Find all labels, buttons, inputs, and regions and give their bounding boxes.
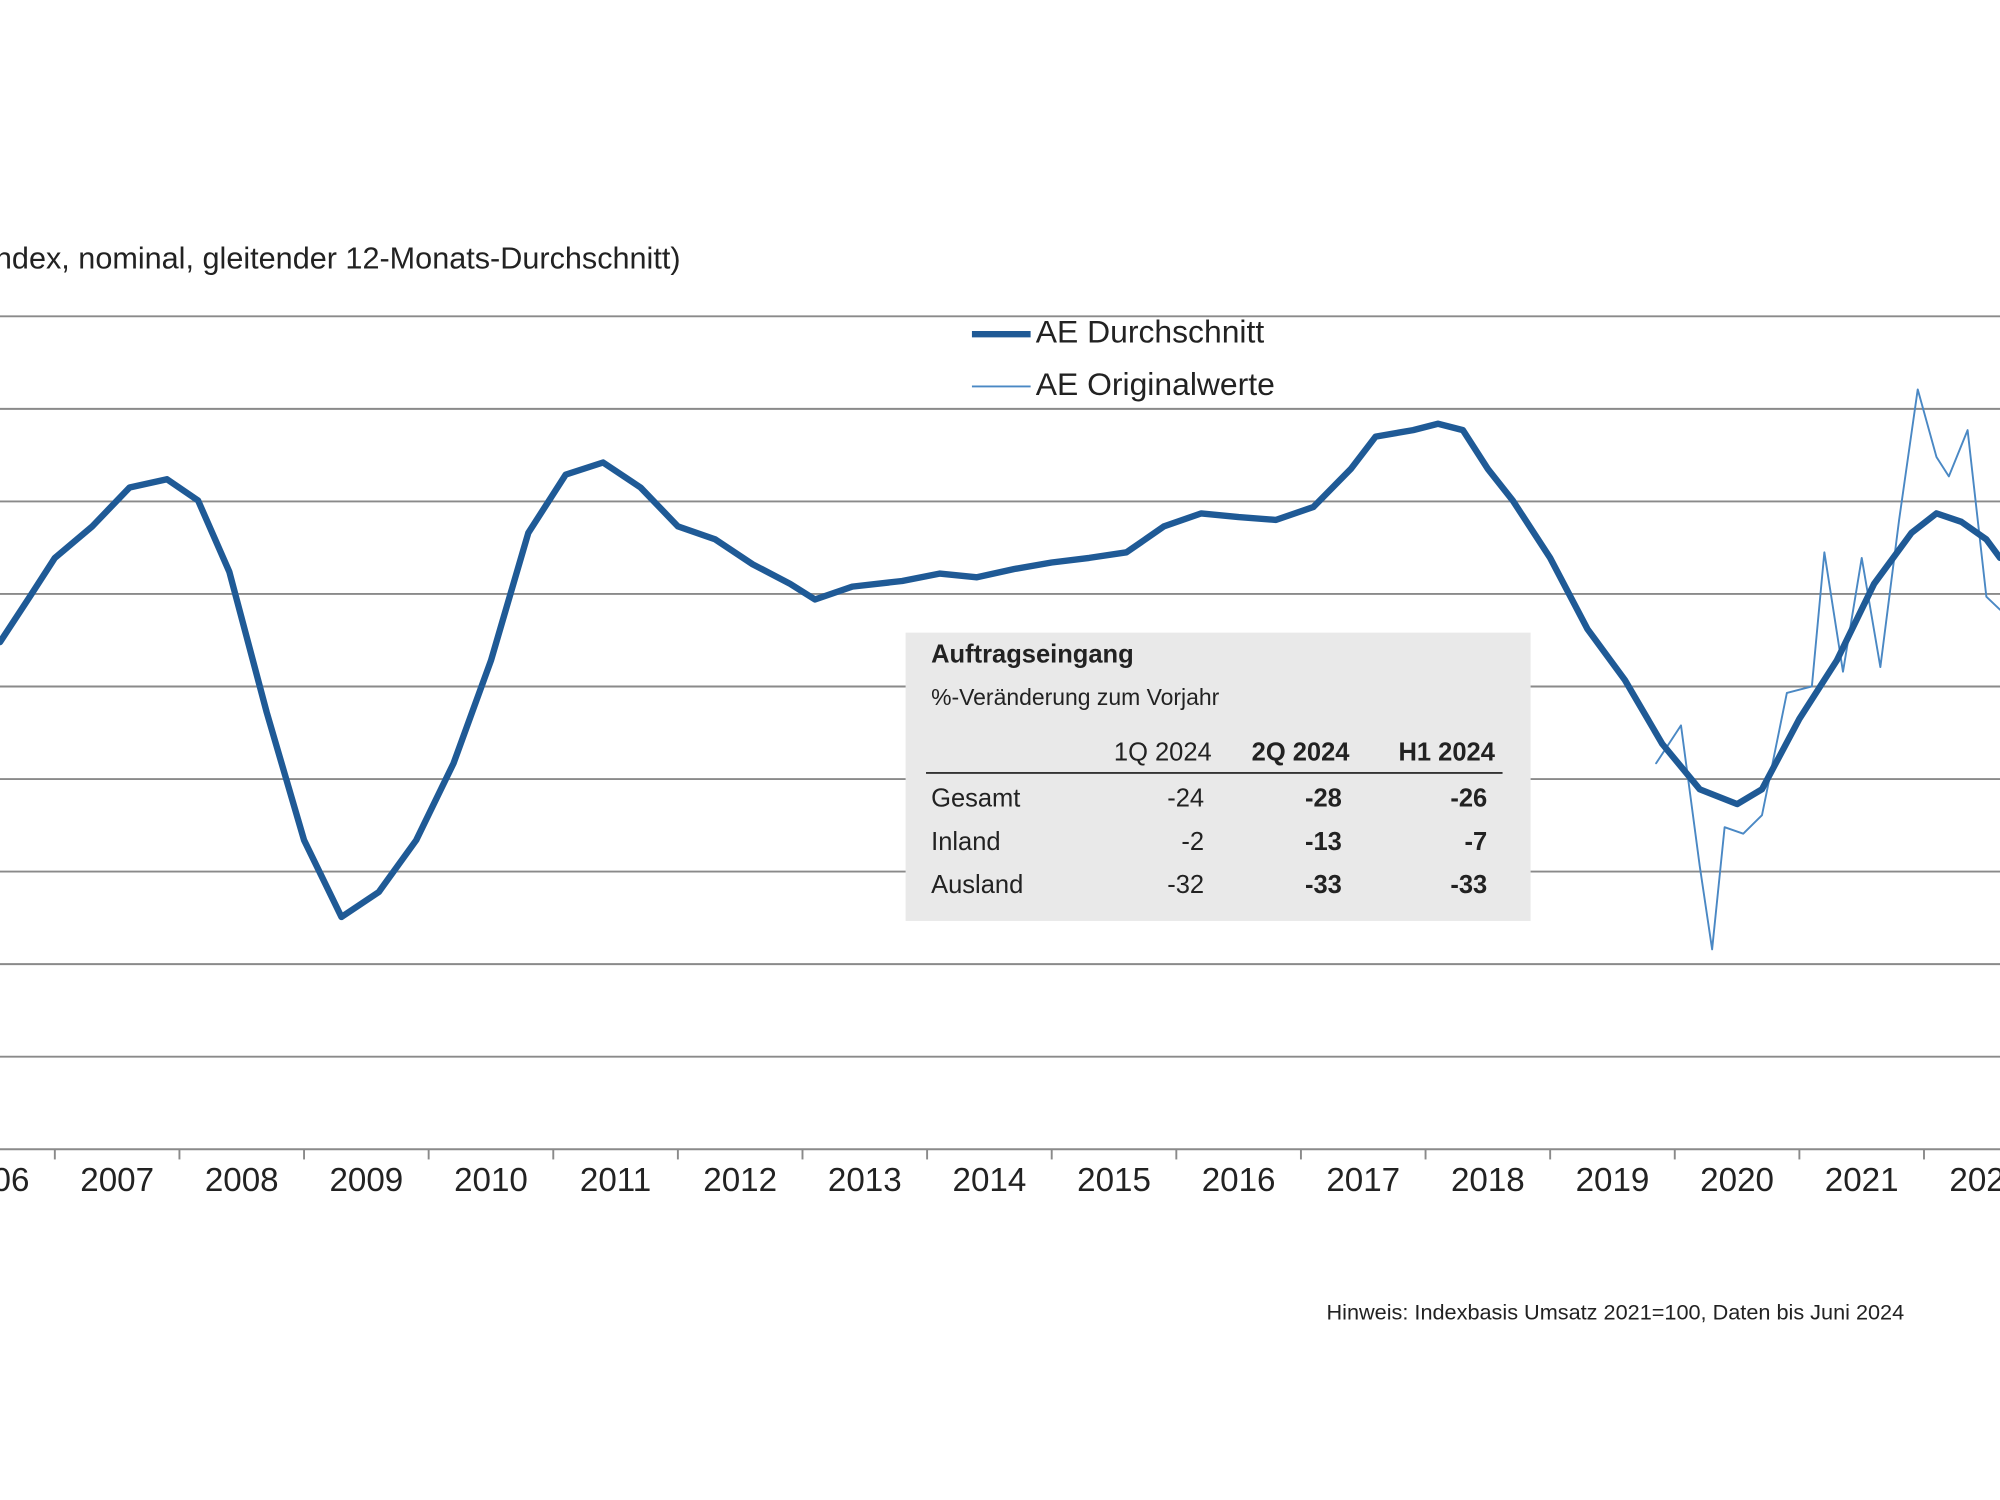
table-header: H1 2024 (1398, 739, 1495, 767)
table-cell: -26 (1450, 784, 1487, 812)
x-tick-label: 2009 (329, 1162, 403, 1199)
table-header: 2Q 2024 (1252, 739, 1351, 767)
table-subtitle: %-Veränderung zum Vorjahr (931, 684, 1220, 710)
x-tick-label: 2011 (580, 1162, 651, 1199)
table-cell: -24 (1167, 784, 1204, 812)
series-line (0, 420, 2000, 921)
x-tick-label: 2016 (1202, 1162, 1276, 1199)
row-label: Inland (931, 828, 1000, 856)
table-cell: -33 (1305, 871, 1342, 899)
x-tick-label: 2021 (1825, 1162, 1899, 1199)
x-tick-label: 2014 (953, 1162, 1027, 1199)
x-tick-label: 2019 (1576, 1162, 1650, 1199)
x-tick-label: 2022 (1949, 1162, 2000, 1199)
x-tick-label: 2006 (0, 1162, 29, 1199)
series-line (1655, 388, 2000, 951)
legend-label: AE Durchschnitt (1036, 314, 1265, 350)
x-tick-label: 2007 (80, 1162, 154, 1199)
x-tick-label: 2018 (1451, 1162, 1525, 1199)
x-tick-label: 2013 (828, 1162, 902, 1199)
x-tick-label: 2010 (454, 1162, 528, 1199)
x-tick-label: 2017 (1326, 1162, 1400, 1199)
table-cell: -2 (1181, 828, 1204, 856)
table-cell: -7 (1465, 828, 1488, 856)
table-cell: -13 (1305, 828, 1342, 856)
x-tick-label: 2020 (1700, 1162, 1774, 1199)
table-box (905, 632, 1531, 921)
table-cell: -32 (1167, 871, 1204, 899)
legend-label: AE Originalwerte (1036, 366, 1275, 402)
row-label: Gesamt (931, 784, 1020, 812)
x-tick-label: 2015 (1077, 1162, 1151, 1199)
table-header: 1Q 2024 (1114, 739, 1212, 767)
note: Hinweis: Indexbasis Umsatz 2021=100, Dat… (1327, 1300, 1905, 1325)
x-tick-label: 2012 (703, 1162, 777, 1199)
chart-title: ndex, nominal, gleitender 12-Monats-Durc… (0, 241, 681, 275)
table-cell: -28 (1305, 784, 1342, 812)
table-cell: -33 (1450, 871, 1487, 899)
table-title: Auftragseingang (931, 640, 1134, 668)
row-label: Ausland (931, 871, 1023, 899)
x-tick-label: 2008 (205, 1162, 279, 1199)
